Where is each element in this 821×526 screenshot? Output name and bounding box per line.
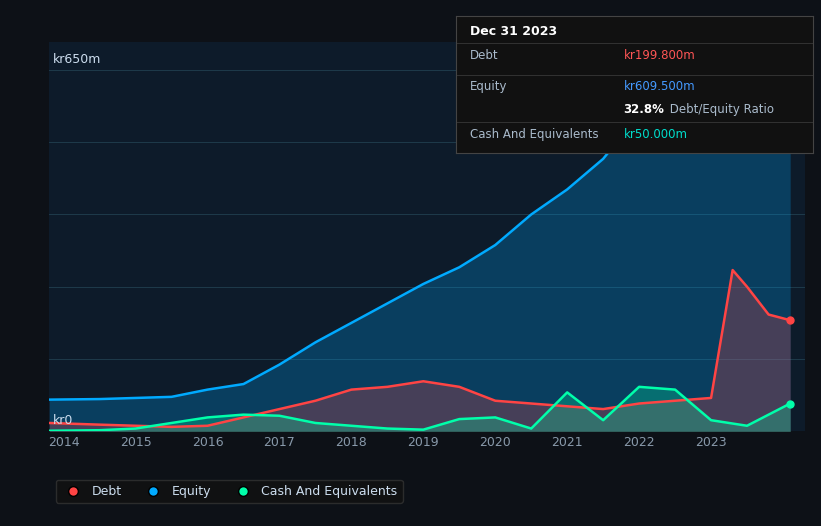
Text: Cash And Equivalents: Cash And Equivalents — [470, 128, 599, 141]
Text: Equity: Equity — [470, 80, 507, 93]
Text: kr650m: kr650m — [53, 53, 102, 66]
Text: kr50.000m: kr50.000m — [623, 128, 687, 141]
Text: Debt/Equity Ratio: Debt/Equity Ratio — [667, 103, 774, 116]
Text: 32.8%: 32.8% — [623, 103, 664, 116]
Text: kr0: kr0 — [53, 414, 73, 428]
Text: Debt: Debt — [470, 48, 498, 62]
Text: kr199.800m: kr199.800m — [623, 48, 695, 62]
Text: kr609.500m: kr609.500m — [623, 80, 695, 93]
Text: Dec 31 2023: Dec 31 2023 — [470, 25, 557, 38]
Legend: Debt, Equity, Cash And Equivalents: Debt, Equity, Cash And Equivalents — [56, 480, 402, 503]
